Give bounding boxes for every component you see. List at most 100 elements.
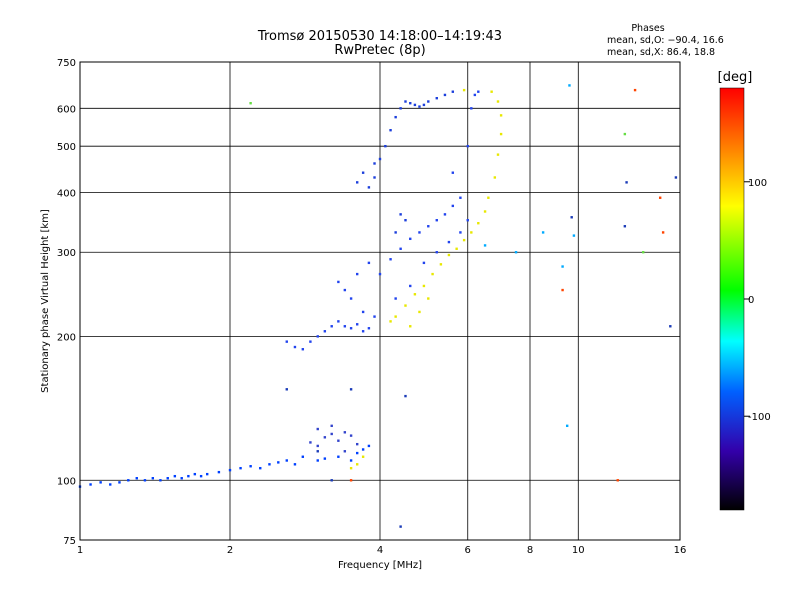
x-axis-label: Frequency [MHz] (338, 560, 422, 571)
data-point (487, 196, 490, 199)
data-point (89, 483, 92, 486)
data-point (658, 196, 662, 199)
data-point (355, 272, 359, 276)
y-tick-label: 200 (57, 332, 76, 343)
data-point (268, 463, 271, 466)
data-point (361, 455, 365, 458)
data-point (404, 394, 407, 398)
data-point (349, 466, 353, 470)
data-point (459, 231, 462, 234)
data-point (367, 327, 371, 330)
data-point (301, 348, 305, 351)
data-point (205, 472, 209, 476)
data-point (316, 444, 319, 448)
data-point (493, 176, 497, 179)
colorbar-label: [deg] (718, 70, 753, 85)
data-point (561, 265, 564, 268)
data-point (323, 330, 327, 333)
data-point (361, 448, 365, 451)
data-point (323, 436, 327, 439)
data-point (330, 325, 333, 328)
data-point (459, 196, 462, 199)
y-tick-label: 500 (57, 142, 76, 153)
data-point (127, 479, 130, 482)
data-point (409, 325, 412, 328)
data-point (483, 210, 487, 213)
data-point (135, 477, 138, 480)
data-point (330, 424, 333, 428)
data-point (451, 204, 455, 208)
data-point (323, 457, 327, 460)
data-point (361, 330, 365, 333)
data-point (473, 93, 477, 97)
stats-line-o: mean, sd,O: −90.4, 16.6 (607, 35, 724, 46)
data-point (316, 427, 319, 431)
data-point (330, 479, 333, 482)
data-point (435, 219, 438, 222)
data-point (249, 465, 252, 468)
data-point (633, 88, 637, 92)
chart-title: Tromsø 20150530 14:18:00–14:19:43 (257, 29, 502, 44)
data-point (674, 176, 678, 179)
data-point (616, 479, 619, 482)
data-point (343, 431, 347, 434)
data-point (409, 284, 412, 288)
data-point (623, 225, 627, 228)
data-point (349, 297, 353, 300)
data-point (394, 315, 397, 318)
data-point (466, 219, 469, 222)
data-point (389, 320, 392, 323)
x-tick-label: 1 (77, 545, 83, 556)
data-point (404, 304, 407, 307)
data-point (259, 466, 262, 470)
y-tick-label: 75 (63, 536, 76, 547)
data-point (99, 481, 102, 484)
colorbar-tick-label: -100 (748, 412, 771, 423)
data-point (413, 293, 417, 296)
x-tick-label: 8 (527, 545, 533, 556)
data-point (316, 450, 319, 453)
data-point (301, 455, 305, 458)
data-point (394, 231, 397, 234)
data-point (661, 231, 665, 234)
data-point (394, 297, 397, 300)
y-axis-label: Stationary phase Virtual Height [km] (40, 209, 51, 393)
data-point (447, 240, 451, 244)
data-point (293, 345, 297, 349)
data-point (355, 463, 359, 466)
data-point (143, 479, 147, 482)
data-point (623, 132, 627, 136)
data-point (422, 284, 426, 288)
data-point (389, 128, 392, 132)
data-point (399, 107, 402, 110)
colorbar-ticks: 100 0 -100 (744, 178, 771, 423)
data-point (565, 424, 569, 428)
data-point (427, 100, 430, 103)
data-point (455, 247, 458, 250)
data-point (151, 477, 155, 480)
data-point (193, 472, 197, 476)
data-point (355, 181, 359, 184)
data-point (439, 263, 443, 266)
data-point (451, 171, 455, 174)
data-point (451, 90, 455, 93)
colorbar-tick-label: 100 (748, 178, 767, 189)
data-point (568, 84, 571, 87)
y-tick-label: 100 (57, 476, 76, 487)
data-point (166, 477, 169, 480)
data-point (477, 222, 480, 225)
data-point (349, 388, 353, 391)
data-point (378, 157, 382, 161)
colorbar-tick-label: 0 (748, 295, 754, 306)
data-point (477, 90, 480, 93)
data-point (409, 237, 412, 241)
y-tick-label: 750 (57, 58, 76, 69)
data-point (249, 101, 252, 105)
data-point (399, 213, 402, 216)
data-point (349, 459, 353, 462)
data-point (355, 323, 359, 326)
data-point (349, 434, 353, 437)
data-point (330, 432, 333, 436)
data-point (309, 441, 312, 444)
x-axis-ticks: 1 2 4 6 8 10 16 (77, 545, 687, 556)
